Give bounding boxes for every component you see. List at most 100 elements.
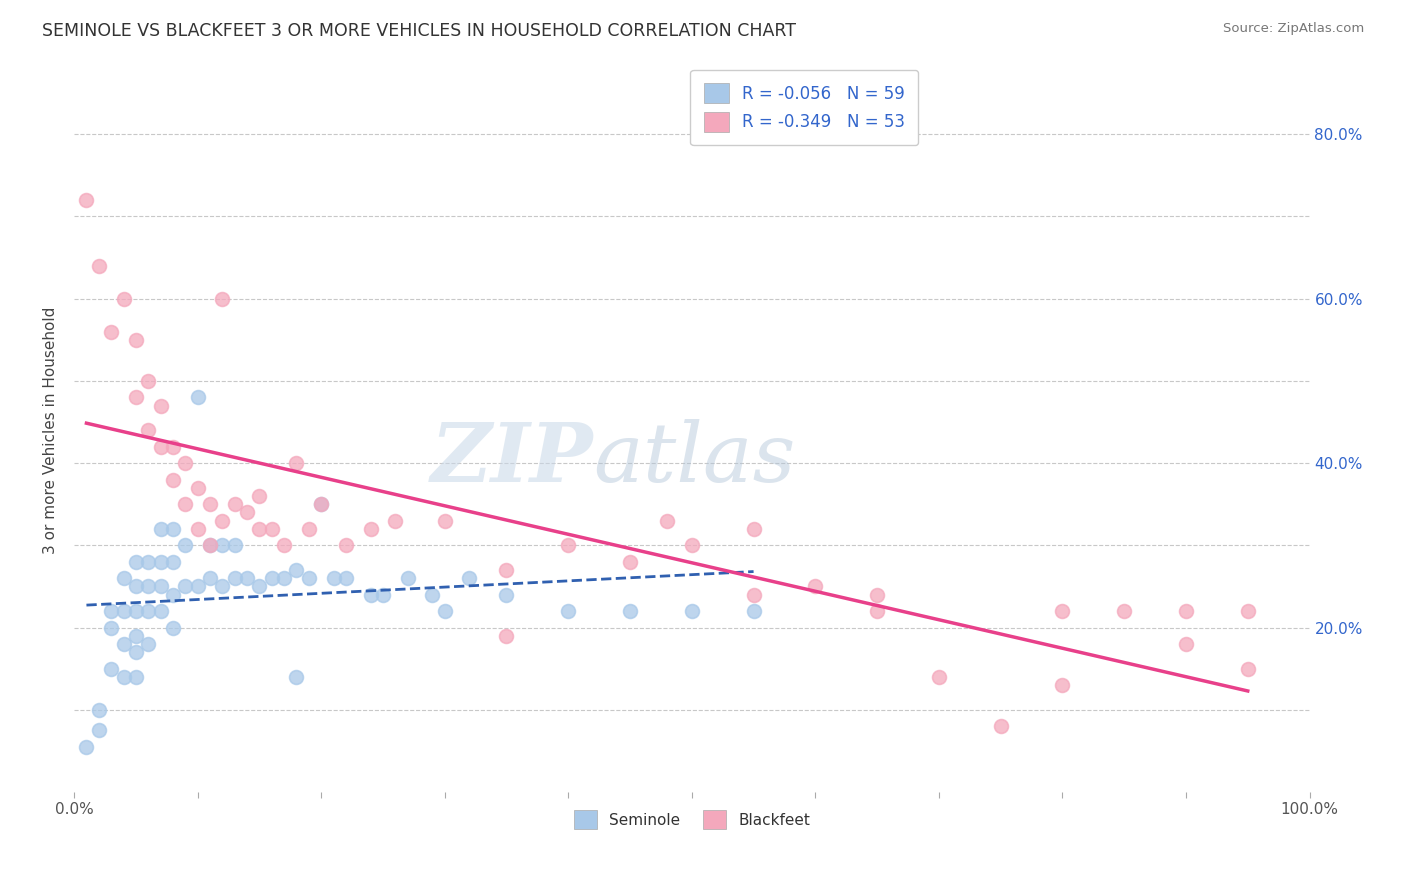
Point (112, 292, 135, 306)
Point (866, 588, 889, 602)
Point (149, 579, 172, 593)
Point (557, 538, 579, 552)
Point (174, 579, 197, 593)
Point (198, 538, 221, 552)
Point (125, 579, 148, 593)
Point (990, 719, 1012, 733)
Point (125, 670, 148, 684)
Point (174, 497, 197, 511)
Point (742, 588, 765, 602)
Point (149, 440, 172, 454)
Point (928, 670, 950, 684)
Point (335, 571, 357, 585)
Point (1052, 678, 1074, 692)
Point (149, 555, 172, 569)
Point (75, 739, 97, 754)
Point (198, 571, 221, 585)
Point (136, 555, 159, 569)
Point (87, 703, 110, 717)
Point (260, 571, 283, 585)
Point (260, 522, 283, 536)
Point (75, 193, 97, 207)
Point (100, 325, 122, 339)
Point (285, 670, 308, 684)
Text: SEMINOLE VS BLACKFEET 3 OR MORE VEHICLES IN HOUSEHOLD CORRELATION CHART: SEMINOLE VS BLACKFEET 3 OR MORE VEHICLES… (42, 22, 796, 40)
Point (384, 514, 406, 528)
Point (149, 522, 172, 536)
Point (619, 555, 641, 569)
Point (125, 629, 148, 643)
Point (1114, 604, 1136, 618)
Point (198, 538, 221, 552)
Point (866, 604, 889, 618)
Point (247, 489, 270, 503)
Point (495, 629, 517, 643)
Point (804, 579, 827, 593)
Point (100, 621, 122, 635)
Point (149, 399, 172, 413)
Point (298, 571, 321, 585)
Point (360, 588, 382, 602)
Point (87, 259, 110, 273)
Point (125, 604, 148, 618)
Point (149, 604, 172, 618)
Point (371, 588, 394, 602)
Point (211, 538, 233, 552)
Point (112, 670, 135, 684)
Point (433, 604, 456, 618)
Point (309, 497, 332, 511)
Point (1052, 604, 1074, 618)
Legend: Seminole, Blackfeet: Seminole, Blackfeet (568, 804, 815, 835)
Point (100, 604, 122, 618)
Point (742, 604, 765, 618)
Point (125, 333, 148, 347)
Point (619, 604, 641, 618)
Point (211, 514, 233, 528)
Point (100, 662, 122, 676)
Point (285, 563, 308, 577)
Point (87, 723, 110, 738)
Point (1236, 662, 1258, 676)
Point (422, 588, 444, 602)
Point (162, 588, 184, 602)
Point (681, 604, 703, 618)
Point (174, 538, 197, 552)
Point (136, 374, 159, 388)
Point (136, 637, 159, 651)
Point (681, 538, 703, 552)
Point (112, 637, 135, 651)
Point (162, 621, 184, 635)
Text: ZIP: ZIP (430, 419, 593, 500)
Point (125, 645, 148, 659)
Point (125, 390, 148, 404)
Point (162, 473, 184, 487)
Point (285, 456, 308, 470)
Point (198, 497, 221, 511)
Point (187, 481, 209, 495)
Point (1175, 637, 1198, 651)
Point (211, 579, 233, 593)
Point (309, 497, 332, 511)
Point (655, 514, 678, 528)
Point (557, 604, 579, 618)
Point (396, 571, 419, 585)
Point (236, 571, 259, 585)
Point (247, 522, 270, 536)
Point (236, 505, 259, 519)
Point (273, 538, 295, 552)
Point (742, 522, 765, 536)
Point (174, 456, 197, 470)
Point (458, 571, 481, 585)
Point (162, 440, 184, 454)
Point (136, 604, 159, 618)
Point (1175, 604, 1198, 618)
Point (187, 390, 209, 404)
Point (495, 588, 517, 602)
Point (273, 571, 295, 585)
Point (495, 563, 517, 577)
Point (211, 292, 233, 306)
Text: atlas: atlas (593, 419, 796, 500)
Point (125, 555, 148, 569)
Point (360, 522, 382, 536)
Point (136, 579, 159, 593)
